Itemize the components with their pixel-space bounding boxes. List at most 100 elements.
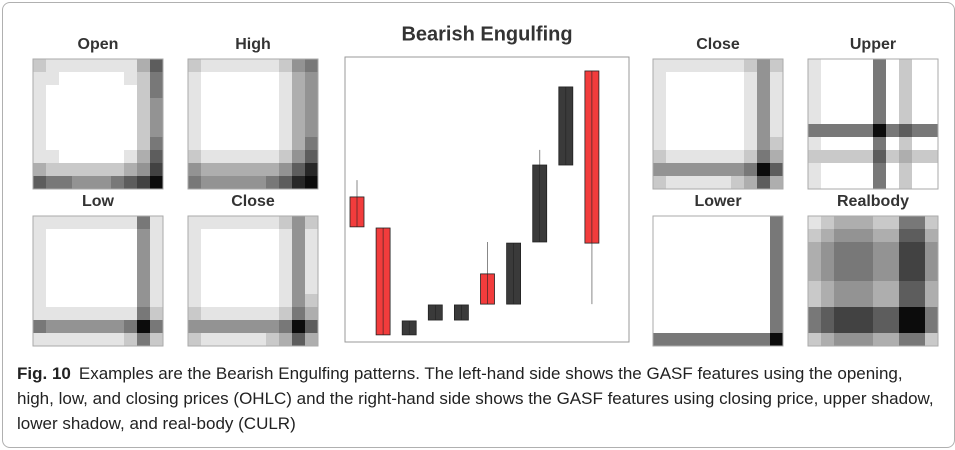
heatmap-cell <box>266 320 280 334</box>
heatmap-cell <box>188 294 202 308</box>
heatmap-cell <box>72 229 86 243</box>
heatmap-cell <box>886 281 900 295</box>
heatmap-cell <box>705 137 719 151</box>
heatmap-cell <box>860 255 874 269</box>
heatmap-cell <box>201 98 215 112</box>
heatmap-cell <box>150 59 164 73</box>
heatmap-cell <box>253 176 267 190</box>
heatmap-cell <box>72 137 86 151</box>
panel-frame <box>652 58 784 190</box>
heatmap-cell <box>46 333 60 347</box>
heatmap-cell <box>33 124 47 138</box>
heatmap-cell <box>912 216 926 230</box>
heatmap-cell <box>692 163 706 177</box>
heatmap-cell <box>925 268 939 282</box>
heatmap-cell <box>137 163 151 177</box>
heatmap-cell <box>72 281 86 295</box>
heatmap-cell <box>292 98 306 112</box>
heatmap-cell <box>292 229 306 243</box>
heatmap-cell <box>253 72 267 86</box>
heatmap-cell <box>834 307 848 321</box>
heatmap-cell <box>886 124 900 138</box>
heatmap-cell <box>653 59 667 73</box>
heatmap-cell <box>150 268 164 282</box>
heatmap-cell <box>692 59 706 73</box>
heatmap-cell <box>653 216 667 230</box>
heatmap-cell <box>188 281 202 295</box>
heatmap-cell <box>266 307 280 321</box>
heatmap-cell <box>744 176 758 190</box>
heatmap-cell <box>227 307 241 321</box>
heatmap-cell <box>98 59 112 73</box>
heatmap-cell <box>59 124 73 138</box>
heatmap-cell <box>137 320 151 334</box>
heatmap-cell <box>59 255 73 269</box>
heatmap-cell <box>692 294 706 308</box>
heatmap-cell <box>834 229 848 243</box>
heatmap-cell <box>744 163 758 177</box>
heatmap-cell <box>201 294 215 308</box>
heatmap-cell <box>808 85 822 99</box>
heatmap-cell <box>111 333 125 347</box>
heatmap-cell <box>757 150 771 164</box>
heatmap-cell <box>808 307 822 321</box>
heatmap-cell <box>666 137 680 151</box>
heatmap-cell <box>279 320 293 334</box>
heatmap-cell <box>731 111 745 125</box>
heatmap-cell <box>705 229 719 243</box>
heatmap-cell <box>757 320 771 334</box>
heatmap-cell <box>770 111 784 125</box>
heatmap-cell <box>111 150 125 164</box>
heatmap-cell <box>46 281 60 295</box>
heatmap-cell <box>227 111 241 125</box>
heatmap-cell <box>227 242 241 256</box>
heatmap-cell <box>821 137 835 151</box>
heatmap-cell <box>150 72 164 86</box>
heatmap-cell <box>98 255 112 269</box>
heatmap-cell <box>150 150 164 164</box>
heatmap-cell <box>912 98 926 112</box>
heatmap-cell <box>227 268 241 282</box>
heatmap-cell <box>137 294 151 308</box>
heatmap-cell <box>770 307 784 321</box>
heatmap-cell <box>744 150 758 164</box>
heatmap-cell <box>718 281 732 295</box>
heatmap-cell <box>899 137 913 151</box>
heatmap-cell <box>666 72 680 86</box>
heatmap-cell <box>873 307 887 321</box>
heatmap-cell <box>46 111 60 125</box>
heatmap-cell <box>111 124 125 138</box>
heatmap-cell <box>679 255 693 269</box>
heatmap-cell <box>33 85 47 99</box>
heatmap-cell <box>653 307 667 321</box>
heatmap-cell <box>731 150 745 164</box>
heatmap-cell <box>847 98 861 112</box>
heatmap-cell <box>692 216 706 230</box>
heatmap-cell <box>292 281 306 295</box>
heatmap-cell <box>188 137 202 151</box>
heatmap-cell <box>886 98 900 112</box>
heatmap-cell <box>124 124 138 138</box>
heatmap-cell <box>59 242 73 256</box>
heatmap-cell <box>33 281 47 295</box>
heatmap-cell <box>137 111 151 125</box>
heatmap-cell <box>292 268 306 282</box>
heatmap-cell <box>279 137 293 151</box>
heatmap-cell <box>46 268 60 282</box>
heatmap-cell <box>266 281 280 295</box>
heatmap-cell <box>72 268 86 282</box>
heatmap-cell <box>137 85 151 99</box>
heatmap-cell <box>214 255 228 269</box>
heatmap-cell <box>85 111 99 125</box>
heatmap-cell <box>292 111 306 125</box>
heatmap-cell <box>731 163 745 177</box>
heatmap-cell <box>847 333 861 347</box>
heatmap-cell <box>744 307 758 321</box>
heatmap-cell <box>214 163 228 177</box>
heatmap-cell <box>679 163 693 177</box>
heatmap-cell <box>279 333 293 347</box>
heatmap-cell <box>33 294 47 308</box>
heatmap-cell <box>653 176 667 190</box>
heatmap-cell <box>292 307 306 321</box>
heatmap-cell <box>821 150 835 164</box>
